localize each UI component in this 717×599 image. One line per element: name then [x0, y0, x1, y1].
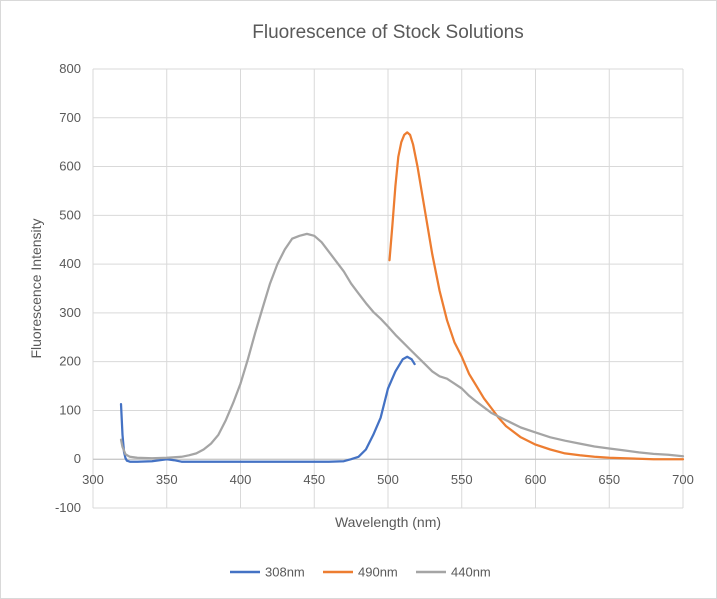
y-tick-label-800: 800	[59, 61, 81, 76]
x-tick-label-600: 600	[525, 472, 547, 487]
y-tick-label-200: 200	[59, 354, 81, 369]
y-tick-label-500: 500	[59, 207, 81, 222]
y-tick-label-0: 0	[74, 451, 81, 466]
x-tick-label-400: 400	[230, 472, 252, 487]
y-tick-label-400: 400	[59, 256, 81, 271]
series-line-440nm	[119, 232, 685, 460]
series-line-308nm	[119, 355, 416, 463]
y-tick-label--100: -100	[55, 500, 81, 515]
x-tick-label-700: 700	[672, 472, 694, 487]
y-tick-label-700: 700	[59, 110, 81, 125]
x-tick-label-450: 450	[303, 472, 325, 487]
legend-label-490nm: 490nm	[358, 565, 398, 580]
series-line-490nm	[388, 131, 685, 461]
x-tick-label-500: 500	[377, 472, 399, 487]
y-tick-label-600: 600	[59, 159, 81, 174]
legend-label-308nm: 308nm	[265, 565, 305, 580]
y-tick-label-300: 300	[59, 305, 81, 320]
x-tick-label-550: 550	[451, 472, 473, 487]
x-tick-label-650: 650	[598, 472, 620, 487]
x-axis-label: Wavelength (nm)	[335, 514, 441, 530]
x-tick-label-350: 350	[156, 472, 178, 487]
chart-title: Fluorescence of Stock Solutions	[252, 22, 523, 43]
y-tick-label-100: 100	[59, 402, 81, 417]
y-axis-label: Fluorescence Intensity	[28, 218, 44, 358]
legend-label-440nm: 440nm	[451, 565, 491, 580]
x-tick-label-300: 300	[82, 472, 104, 487]
